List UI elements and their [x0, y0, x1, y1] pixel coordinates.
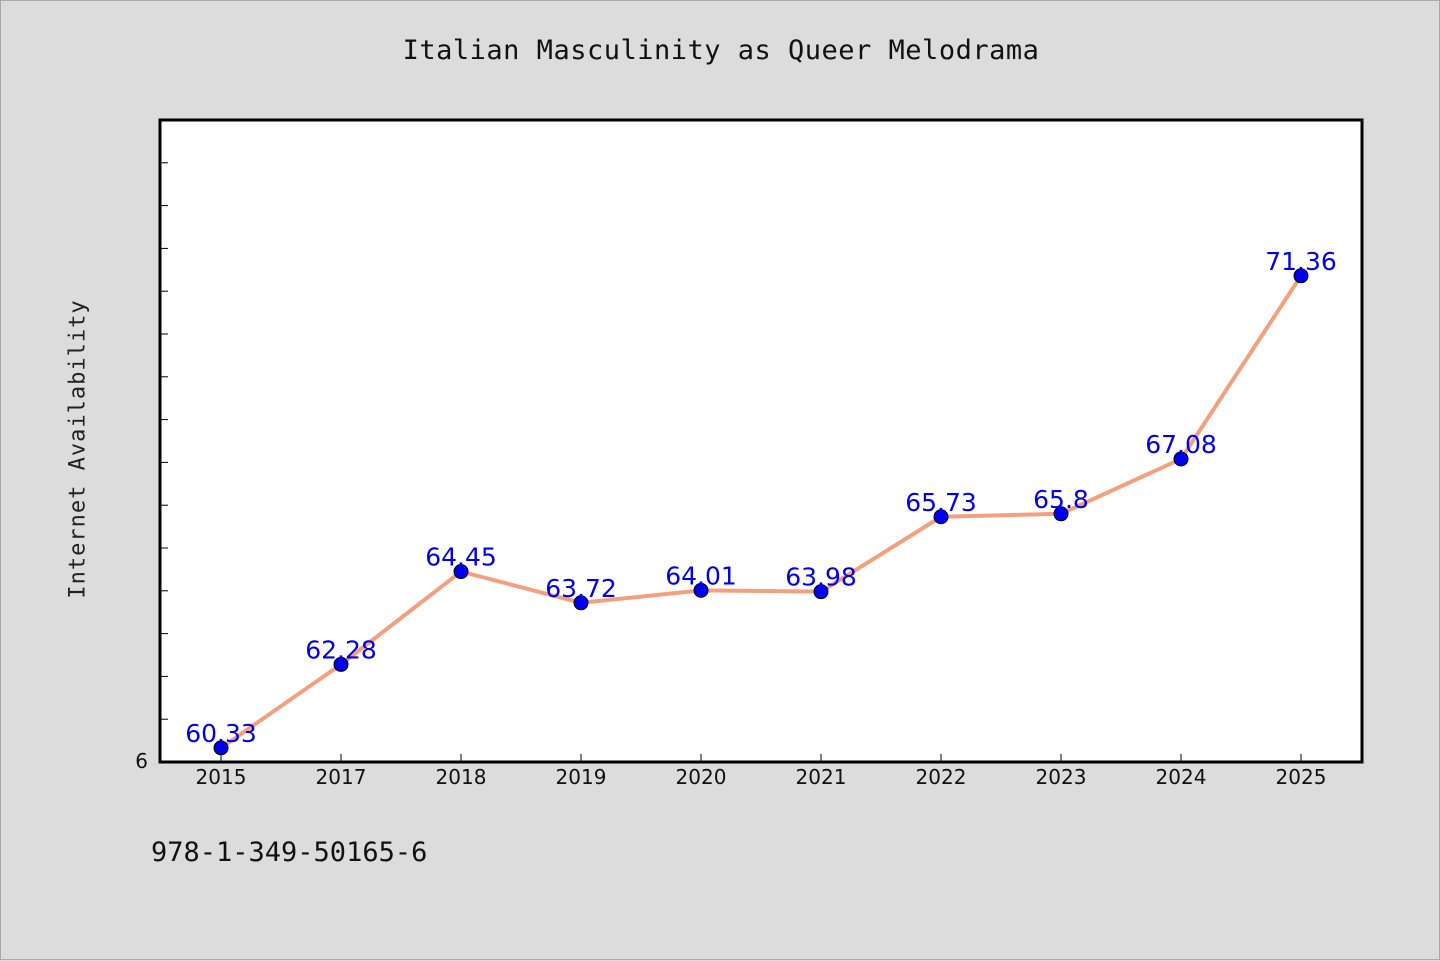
- x-tick-label: 2022: [916, 765, 967, 789]
- data-label: 63.98: [785, 563, 857, 592]
- data-label: 65.73: [905, 488, 977, 517]
- x-tick-label: 2017: [316, 765, 367, 789]
- x-axis-ticks: 2015 2017 2018 2019 2020 2021 2022 2023 2024 2025: [196, 754, 1327, 789]
- data-point: [333, 656, 349, 672]
- data-label: 64.45: [425, 543, 497, 572]
- y-tick-label: 6: [135, 749, 148, 773]
- data-label: 65.8: [1033, 485, 1089, 514]
- series-group: 60.33 62.28 64.45 63.72 64.01 63.98 65.73 65.8 6…: [185, 247, 1337, 756]
- data-point: [1053, 506, 1069, 522]
- x-tick-label: 2021: [796, 765, 847, 789]
- data-label: 62.28: [305, 635, 377, 664]
- chart-title: Italian Masculinity as Queer Melodrama: [402, 35, 1040, 66]
- plot-area: [158, 118, 1364, 764]
- x-tick-label: 2018: [436, 765, 487, 789]
- data-point: [1173, 451, 1189, 467]
- data-point: [693, 582, 709, 598]
- data-label: 64.01: [665, 561, 737, 590]
- footnote: 978-1-349-50165-6: [151, 837, 428, 868]
- data-label: 60.33: [185, 719, 257, 748]
- x-tick-label: 2019: [556, 765, 607, 789]
- data-point: [213, 740, 229, 756]
- x-tick-label: 2015: [196, 765, 247, 789]
- x-tick-label: 2025: [1276, 765, 1327, 789]
- data-point: [573, 595, 589, 611]
- x-tick-label: 2020: [676, 765, 727, 789]
- series-line: [219, 274, 1303, 750]
- x-tick-label: 2023: [1036, 765, 1087, 789]
- data-label: 71.36: [1265, 247, 1337, 276]
- data-point: [813, 584, 829, 600]
- data-label: 63.72: [545, 574, 617, 603]
- data-point: [1293, 268, 1309, 284]
- y-axis-ticks: 6: [135, 162, 168, 773]
- x-tick-label: 2024: [1156, 765, 1207, 789]
- data-label: 67.08: [1145, 430, 1217, 459]
- data-point: [933, 509, 949, 525]
- data-point: [453, 564, 469, 580]
